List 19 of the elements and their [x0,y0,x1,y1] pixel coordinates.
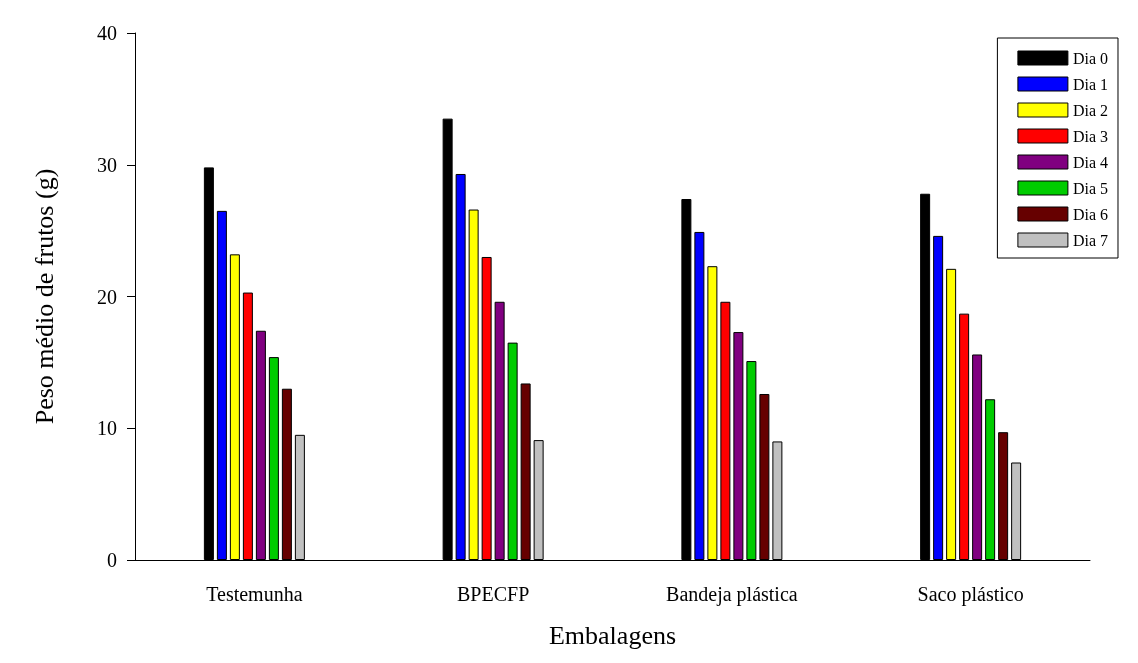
y-tick-label: 20 [97,285,117,308]
y-tick-label: 30 [97,153,117,176]
y-axis-title: Peso médio de frutos (g) [29,168,59,425]
x-tick-label: Saco plástico [917,583,1024,606]
legend-label: Dia 7 [1072,231,1109,249]
legend-label: Dia 3 [1072,127,1109,145]
y-tick-label: 0 [107,549,117,571]
x-tick-label: Testemunha [206,583,303,605]
y-tick-label: 10 [97,417,117,440]
legend-label: Dia 1 [1072,75,1109,93]
x-tick-label: BPECFP [456,583,530,605]
x-axis-title: Embalagens [548,620,677,650]
y-tick-label: 40 [97,22,117,44]
x-tick-label: Bandeja plástica [666,583,798,606]
legend-label: Dia 4 [1072,153,1109,171]
legend-label: Dia 0 [1072,49,1109,67]
legend-label: Dia 2 [1072,101,1109,119]
legend-label: Dia 5 [1072,179,1109,197]
legend-label: Dia 6 [1072,205,1109,223]
